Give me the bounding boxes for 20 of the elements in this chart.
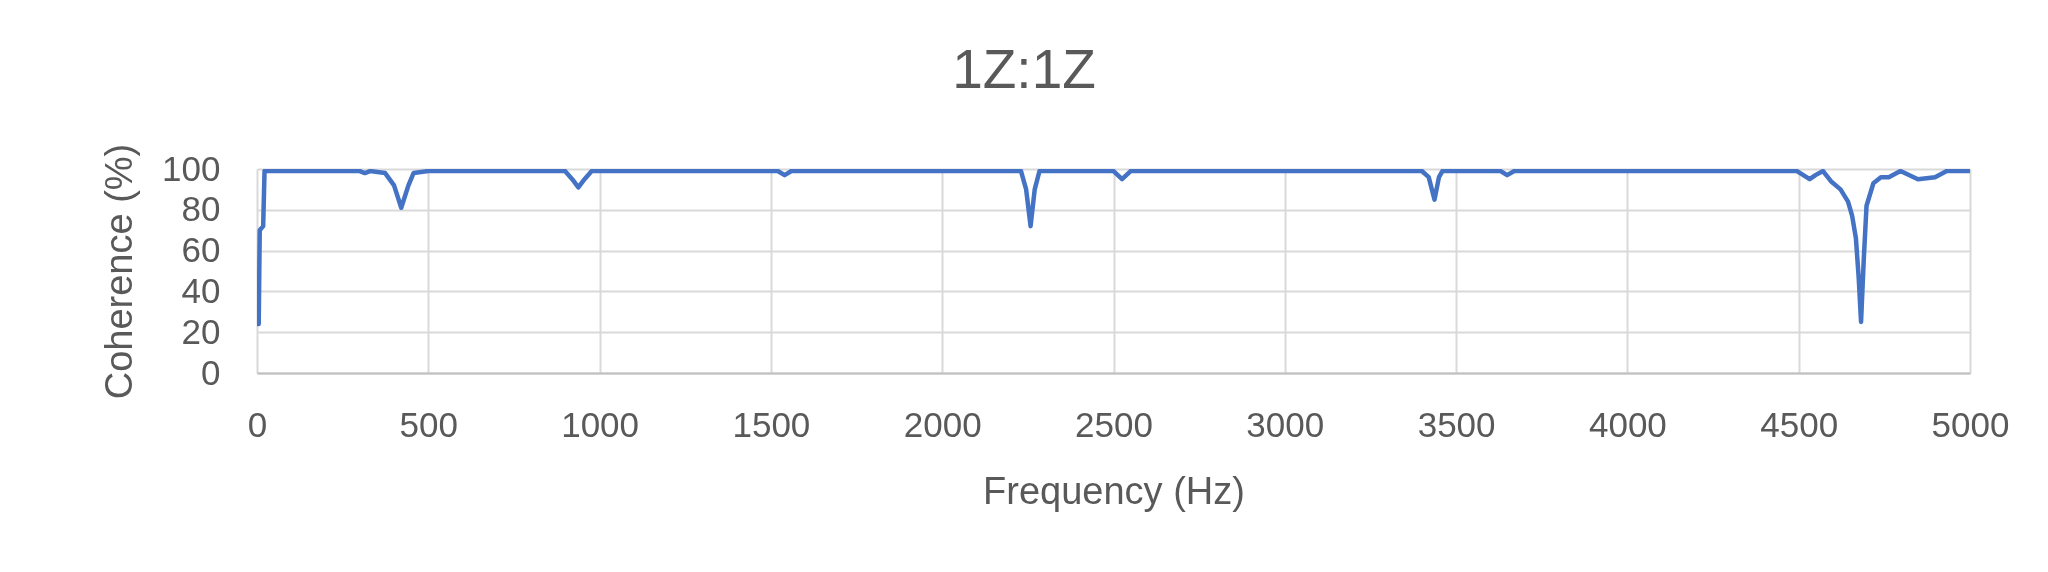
- y-tick-label: 60: [181, 230, 221, 270]
- x-tick-label: 3500: [1417, 404, 1496, 444]
- x-tick-label: 1500: [732, 404, 811, 444]
- y-tick-label: 100: [162, 148, 221, 188]
- chart-title: 1Z:1Z: [952, 38, 1096, 101]
- x-tick-label: 500: [399, 404, 458, 444]
- y-tick-label: 0: [201, 352, 221, 392]
- x-tick-label: 4000: [1588, 404, 1667, 444]
- x-tick-label: 1000: [561, 404, 640, 444]
- x-tick-label: 0: [247, 404, 268, 444]
- y-axis-title: Coherence (%): [98, 143, 141, 400]
- x-tick-label: 4500: [1760, 404, 1839, 444]
- y-tick-label: 20: [181, 311, 221, 351]
- x-tick-label: 2500: [1075, 404, 1153, 444]
- y-tick-label: 40: [181, 270, 221, 310]
- x-tick-label: 2000: [903, 404, 982, 444]
- x-axis-title: Frequency (Hz): [983, 469, 1245, 512]
- x-tick-label: 3000: [1246, 404, 1325, 444]
- y-tick-label: 80: [181, 189, 221, 229]
- x-tick-label: 5000: [1931, 404, 2010, 444]
